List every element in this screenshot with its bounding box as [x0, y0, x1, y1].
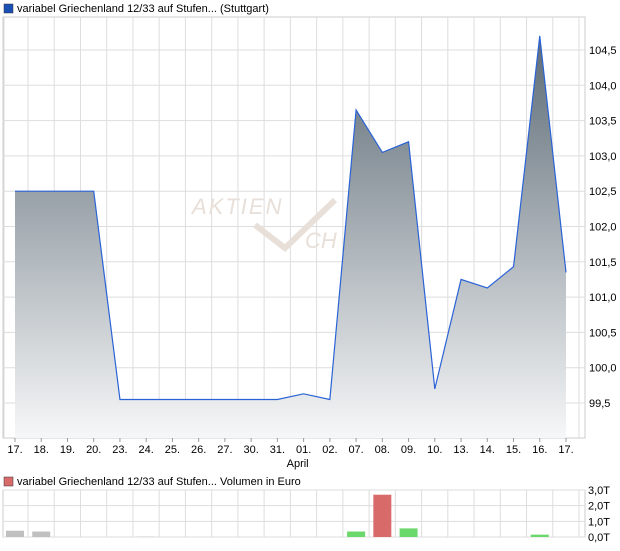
x-tick-label: 08.: [375, 444, 390, 456]
volume-y-tick-label: 1,0T: [588, 516, 610, 528]
volume-bar: [6, 531, 24, 537]
x-tick-label: 31.: [270, 444, 285, 456]
x-tick-label: 23.: [112, 444, 127, 456]
volume-bar: [32, 532, 50, 537]
price-chart-title: variabel Griechenland 12/33 auf Stufen..…: [17, 3, 269, 15]
volume-bar: [373, 495, 391, 537]
y-tick-label: 99,5: [589, 398, 610, 410]
x-tick-label: 17.: [7, 444, 22, 456]
x-tick-label: 27.: [217, 444, 232, 456]
watermark-text: AKTIEN: [190, 194, 283, 219]
x-tick-label: 26.: [191, 444, 206, 456]
y-tick-label: 102,5: [589, 186, 617, 198]
y-tick-label: 101,5: [589, 257, 617, 269]
y-tick-label: 102,0: [589, 222, 617, 234]
y-tick-label: 104,5: [589, 45, 617, 57]
x-tick-label: 17.: [558, 444, 573, 456]
x-tick-label: 19.: [60, 444, 75, 456]
volume-y-tick-label: 3,0T: [588, 485, 610, 497]
x-tick-label: 13.: [453, 444, 468, 456]
y-tick-label: 101,0: [589, 292, 617, 304]
volume-bar: [531, 535, 549, 537]
x-tick-label: 18.: [34, 444, 49, 456]
legend-swatch-volume: [4, 477, 13, 486]
volume-bar: [400, 528, 418, 537]
y-tick-label: 100,0: [589, 363, 617, 375]
x-tick-label: 02.: [322, 444, 337, 456]
x-tick-label: 10.: [427, 444, 442, 456]
legend-swatch-price: [4, 4, 13, 13]
x-tick-label: 20.: [86, 444, 101, 456]
volume-plot-area: [3, 490, 585, 537]
x-tick-label: 24.: [139, 444, 154, 456]
x-tick-label: 30.: [243, 444, 258, 456]
watermark-text: CH: [305, 228, 337, 253]
volume-chart-title: variabel Griechenland 12/33 auf Stufen..…: [17, 476, 301, 488]
volume-bar: [347, 532, 365, 537]
volume-y-tick-label: 0,0T: [588, 532, 610, 544]
x-tick-label: 01.: [296, 444, 311, 456]
x-tick-label: 16.: [532, 444, 547, 456]
x-tick-label: 14.: [480, 444, 495, 456]
x-tick-label: 07.: [348, 444, 363, 456]
x-tick-label: 25.: [165, 444, 180, 456]
x-month-label: April: [287, 458, 309, 470]
y-tick-label: 104,0: [589, 80, 617, 92]
y-tick-label: 103,0: [589, 151, 617, 163]
volume-y-tick-label: 2,0T: [588, 501, 610, 513]
x-tick-label: 15.: [506, 444, 521, 456]
y-tick-label: 100,5: [589, 327, 617, 339]
y-tick-label: 103,5: [589, 116, 617, 128]
x-tick-label: 09.: [401, 444, 416, 456]
